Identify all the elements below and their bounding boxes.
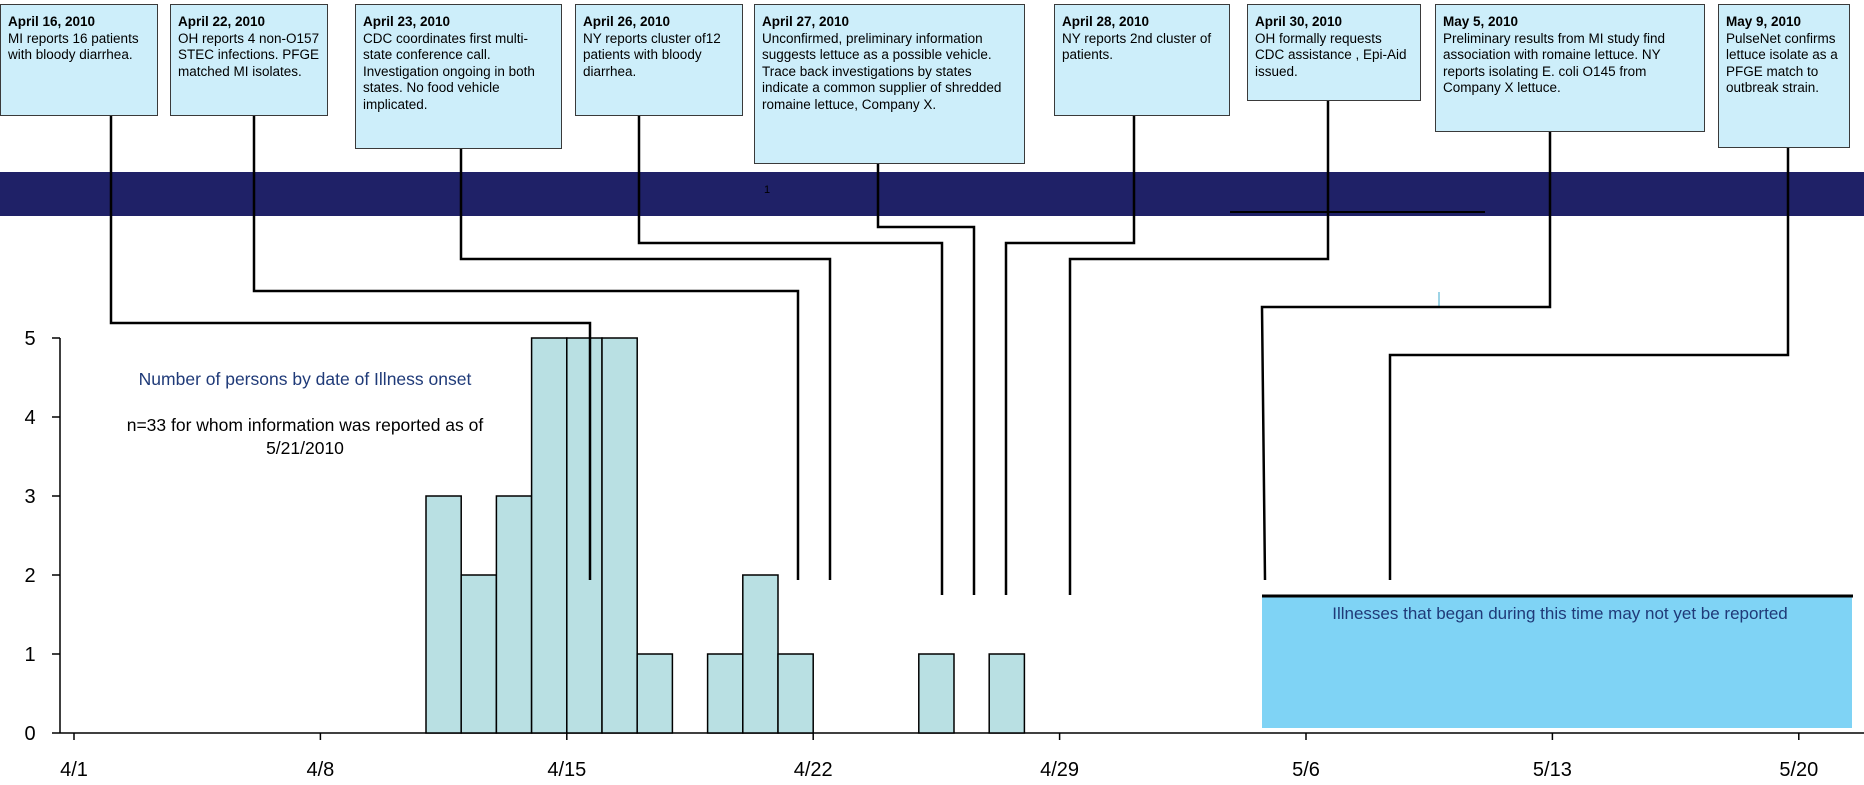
bar — [460, 574, 498, 734]
event-date: April 26, 2010 — [583, 14, 671, 29]
chart-title: Number of persons by date of Illness ons… — [138, 369, 472, 389]
event-box: April 30, 2010 OH formally requests CDC a… — [1247, 4, 1421, 101]
event-connector — [876, 164, 976, 595]
x-tick-label: 4/29 — [1040, 759, 1079, 781]
x-tick-label: 5/6 — [1292, 759, 1320, 781]
y-tick-label: 4 — [24, 407, 35, 429]
event-connector — [459, 149, 832, 580]
pending-reporting-region — [1262, 596, 1852, 728]
event-box: April 22, 2010 OH reports 4 non-O157 STEC… — [170, 4, 328, 116]
event-text: CDC coordinates first multi-state confer… — [363, 30, 535, 112]
event-text: MI reports 16 patients with bloody diarr… — [8, 30, 139, 63]
bar — [777, 653, 814, 734]
x-tick-label: 4/15 — [547, 759, 586, 781]
x-tick-label: 4/22 — [794, 759, 833, 781]
bar — [636, 653, 674, 734]
bar — [742, 574, 779, 734]
event-connector — [1260, 132, 1552, 581]
y-tick-label: 5 — [24, 328, 35, 350]
y-tick-label: 1 — [24, 644, 35, 666]
bar — [495, 495, 533, 734]
event-connectors — [109, 101, 1790, 595]
y-tick-label: 0 — [24, 723, 35, 745]
event-connector — [1068, 101, 1330, 595]
y-tick-label: 3 — [24, 486, 35, 508]
event-date: May 9, 2010 — [1726, 14, 1802, 29]
pending-note: Illnesses that began during this time ma… — [1332, 604, 1788, 623]
bar — [566, 337, 603, 734]
bar — [425, 495, 462, 734]
x-tick-label: 5/20 — [1779, 759, 1818, 781]
event-box: April 16, 2010 MI reports 16 patients wit… — [0, 4, 158, 116]
event-text: NY reports cluster of12 patients with bl… — [583, 30, 721, 79]
x-tick-label: 4/8 — [306, 759, 334, 781]
bar — [601, 337, 638, 734]
event-connector — [252, 116, 800, 580]
event-text: PulseNet confirms lettuce isolate as a P… — [1726, 30, 1838, 96]
event-date: April 22, 2010 — [178, 14, 266, 29]
event-connector — [637, 116, 944, 595]
event-box: April 23, 2010 CDC coordinates first mult… — [355, 4, 562, 149]
event-box: April 26, 2010 NY reports cluster of12 pa… — [575, 4, 743, 116]
event-date: May 5, 2010 — [1443, 14, 1519, 29]
event-date: April 23, 2010 — [363, 14, 451, 29]
event-box: May 9, 2010 PulseNet confirms lettuce iso… — [1718, 4, 1850, 148]
event-date: April 16, 2010 — [8, 14, 96, 29]
bar — [706, 653, 744, 734]
event-box: May 5, 2010 Preliminary results from MI s… — [1435, 4, 1705, 132]
event-text: Preliminary results from MI study find a… — [1443, 30, 1666, 96]
event-date: April 27, 2010 — [762, 14, 850, 29]
bar — [988, 653, 1026, 734]
event-connector — [1004, 116, 1136, 595]
band-note: 1 — [764, 184, 771, 196]
bar — [530, 337, 568, 734]
event-text: NY reports 2nd cluster of patients. — [1062, 30, 1212, 63]
chart-bars — [425, 337, 1026, 734]
event-box: April 28, 2010 NY reports 2nd cluster of … — [1054, 4, 1230, 116]
chart-axes: 0 1 2 3 4 5 4/1 4/8 4/15 4/22 4/29 5/6 5/13 5/20 — [24, 328, 1864, 781]
event-box: April 27, 2010 Unconfirmed, preliminary i… — [754, 4, 1025, 164]
y-tick-label: 2 — [24, 565, 35, 587]
event-text: Unconfirmed, preliminary information sug… — [762, 30, 1002, 112]
event-connector — [1388, 148, 1790, 580]
event-date: April 28, 2010 — [1062, 14, 1150, 29]
timeline-band — [0, 172, 1864, 216]
x-tick-label: 4/1 — [60, 759, 88, 781]
event-date: April 30, 2010 — [1255, 14, 1343, 29]
event-text: OH reports 4 non-O157 STEC infections. P… — [178, 30, 320, 79]
bar — [918, 653, 955, 734]
x-tick-label: 5/13 — [1533, 759, 1572, 781]
event-text: OH formally requests CDC assistance , Ep… — [1255, 30, 1407, 79]
chart-subtitle: n=33 for whom information was reported a… — [126, 415, 484, 458]
event-connector — [109, 116, 592, 580]
